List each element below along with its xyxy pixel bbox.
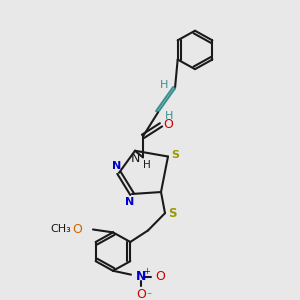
Text: H: H bbox=[143, 160, 151, 170]
Text: O: O bbox=[163, 118, 173, 131]
Text: N: N bbox=[112, 161, 122, 171]
Text: O: O bbox=[72, 223, 82, 236]
Text: H: H bbox=[165, 111, 173, 121]
Text: S: S bbox=[171, 150, 179, 160]
Text: CH₃: CH₃ bbox=[51, 224, 71, 235]
Text: N: N bbox=[125, 196, 135, 207]
Text: O: O bbox=[155, 270, 165, 283]
Text: N: N bbox=[136, 270, 146, 283]
Text: O: O bbox=[136, 288, 146, 300]
Text: N: N bbox=[130, 152, 140, 165]
Text: S: S bbox=[168, 207, 176, 220]
Text: H: H bbox=[160, 80, 168, 91]
Text: ⁻: ⁻ bbox=[146, 292, 152, 300]
Text: +: + bbox=[144, 267, 150, 276]
